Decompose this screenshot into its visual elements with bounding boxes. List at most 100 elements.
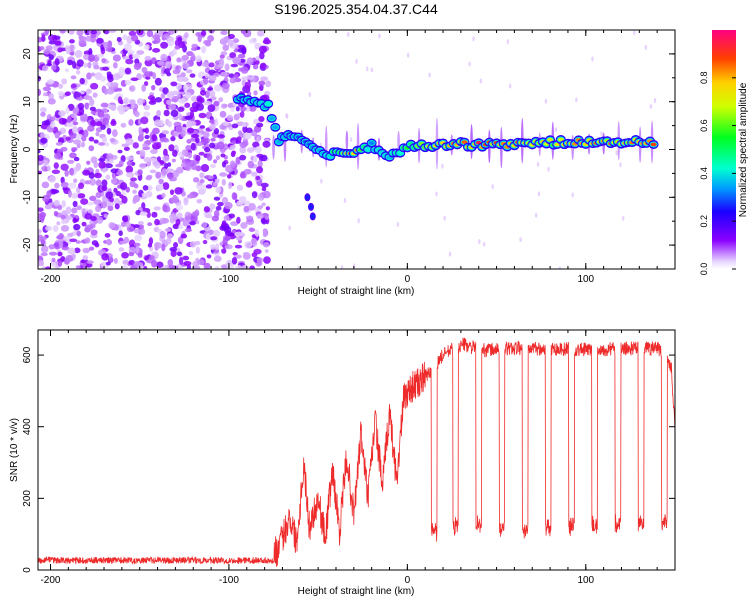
noise-blob xyxy=(110,82,119,87)
speckle xyxy=(340,264,344,269)
noise-blob xyxy=(45,225,52,231)
noise-blob xyxy=(114,203,120,210)
noise-blob xyxy=(168,213,178,220)
noise-blob xyxy=(175,82,182,91)
noise-blob xyxy=(85,35,92,42)
noise-blob xyxy=(231,192,237,201)
noise-blob xyxy=(38,229,42,234)
noise-blob xyxy=(144,55,152,61)
noise-blob xyxy=(221,178,226,186)
noise-blob xyxy=(180,72,186,78)
noise-blob xyxy=(255,55,261,61)
noise-blob xyxy=(82,62,89,68)
noise-blob xyxy=(128,119,134,126)
noise-blob xyxy=(95,191,102,199)
noise-blob xyxy=(166,61,171,69)
noise-blob xyxy=(258,116,265,123)
noise-blob xyxy=(98,161,106,169)
noise-blob xyxy=(260,154,268,162)
noise-blob xyxy=(139,163,147,169)
noise-blob xyxy=(38,154,44,161)
noise-blob xyxy=(243,200,251,206)
noise-blob xyxy=(110,168,118,174)
noise-blob xyxy=(46,79,55,85)
noise-blob xyxy=(148,237,154,245)
noise-blob xyxy=(245,218,255,225)
noise-blob xyxy=(40,137,48,144)
noise-blob xyxy=(143,104,150,111)
noise-blob xyxy=(71,125,78,134)
noise-blob xyxy=(41,181,50,189)
noise-blob xyxy=(60,224,70,232)
noise-blob xyxy=(71,192,79,199)
noise-blob xyxy=(205,184,213,189)
noise-blob xyxy=(195,154,201,162)
noise-blob xyxy=(209,142,216,149)
noise-blob xyxy=(214,178,220,184)
noise-blob xyxy=(156,184,164,191)
noise-blob xyxy=(65,206,72,215)
noise-blob xyxy=(230,106,235,112)
noise-blob xyxy=(56,148,64,153)
noise-blob xyxy=(201,45,207,54)
noise-blob xyxy=(239,154,247,161)
noise-blob xyxy=(128,252,135,257)
noise-blob xyxy=(152,34,161,39)
noise-blob xyxy=(122,215,129,223)
noise-blob xyxy=(155,171,162,179)
noise-blob xyxy=(160,41,169,49)
noise-blob xyxy=(160,53,168,62)
noise-blob xyxy=(251,252,258,258)
noise-blob xyxy=(90,110,96,115)
noise-blob xyxy=(146,30,154,38)
noise-blob xyxy=(139,228,146,235)
noise-blob xyxy=(105,174,111,180)
noise-blob xyxy=(146,174,153,179)
speckle xyxy=(347,31,350,37)
noise-blob xyxy=(97,142,106,146)
noise-blob xyxy=(108,222,116,229)
noise-blob xyxy=(93,161,98,169)
noise-blob xyxy=(40,131,45,140)
noise-blob xyxy=(56,221,61,226)
speckle xyxy=(357,218,360,224)
noise-blob xyxy=(214,265,220,269)
noise-blob xyxy=(108,256,114,263)
noise-blob xyxy=(106,238,112,246)
colorbar-label: Normalized spectral amplitude xyxy=(738,82,749,217)
noise-blob xyxy=(256,30,265,37)
noise-blob xyxy=(78,40,87,48)
noise-blob xyxy=(161,192,166,199)
noise-blob xyxy=(243,251,248,256)
noise-blob xyxy=(77,102,85,110)
noise-blob xyxy=(92,92,98,98)
noise-blob xyxy=(132,189,137,194)
noise-blob xyxy=(120,182,128,190)
snr-axes: -200 -100 0 100 0 200 400 600 xyxy=(22,330,676,586)
noise-blob xyxy=(69,39,75,44)
noise-blob xyxy=(237,53,246,59)
noise-blob xyxy=(220,103,228,109)
speckle xyxy=(482,241,486,247)
noise-blob xyxy=(42,86,52,92)
noise-blob xyxy=(51,257,56,263)
noise-blob xyxy=(125,138,134,146)
noise-blob xyxy=(221,161,227,168)
noise-blob xyxy=(40,245,49,253)
noise-blob xyxy=(180,233,188,239)
noise-blob xyxy=(125,221,131,228)
noise-blob xyxy=(126,35,133,44)
noise-blob xyxy=(135,245,140,254)
noise-blob xyxy=(41,65,49,72)
ridge-core xyxy=(397,151,404,155)
noise-blob xyxy=(95,179,102,187)
speckle xyxy=(320,178,323,184)
snr-frame xyxy=(37,329,676,571)
noise-blob xyxy=(203,206,210,213)
noise-blob xyxy=(134,111,140,118)
noise-blob xyxy=(147,95,155,101)
snr-y-label: SNR (10 * v/v) xyxy=(9,418,20,482)
noise-blob xyxy=(163,162,169,169)
noise-blob xyxy=(72,121,79,126)
noise-blob xyxy=(244,81,251,90)
